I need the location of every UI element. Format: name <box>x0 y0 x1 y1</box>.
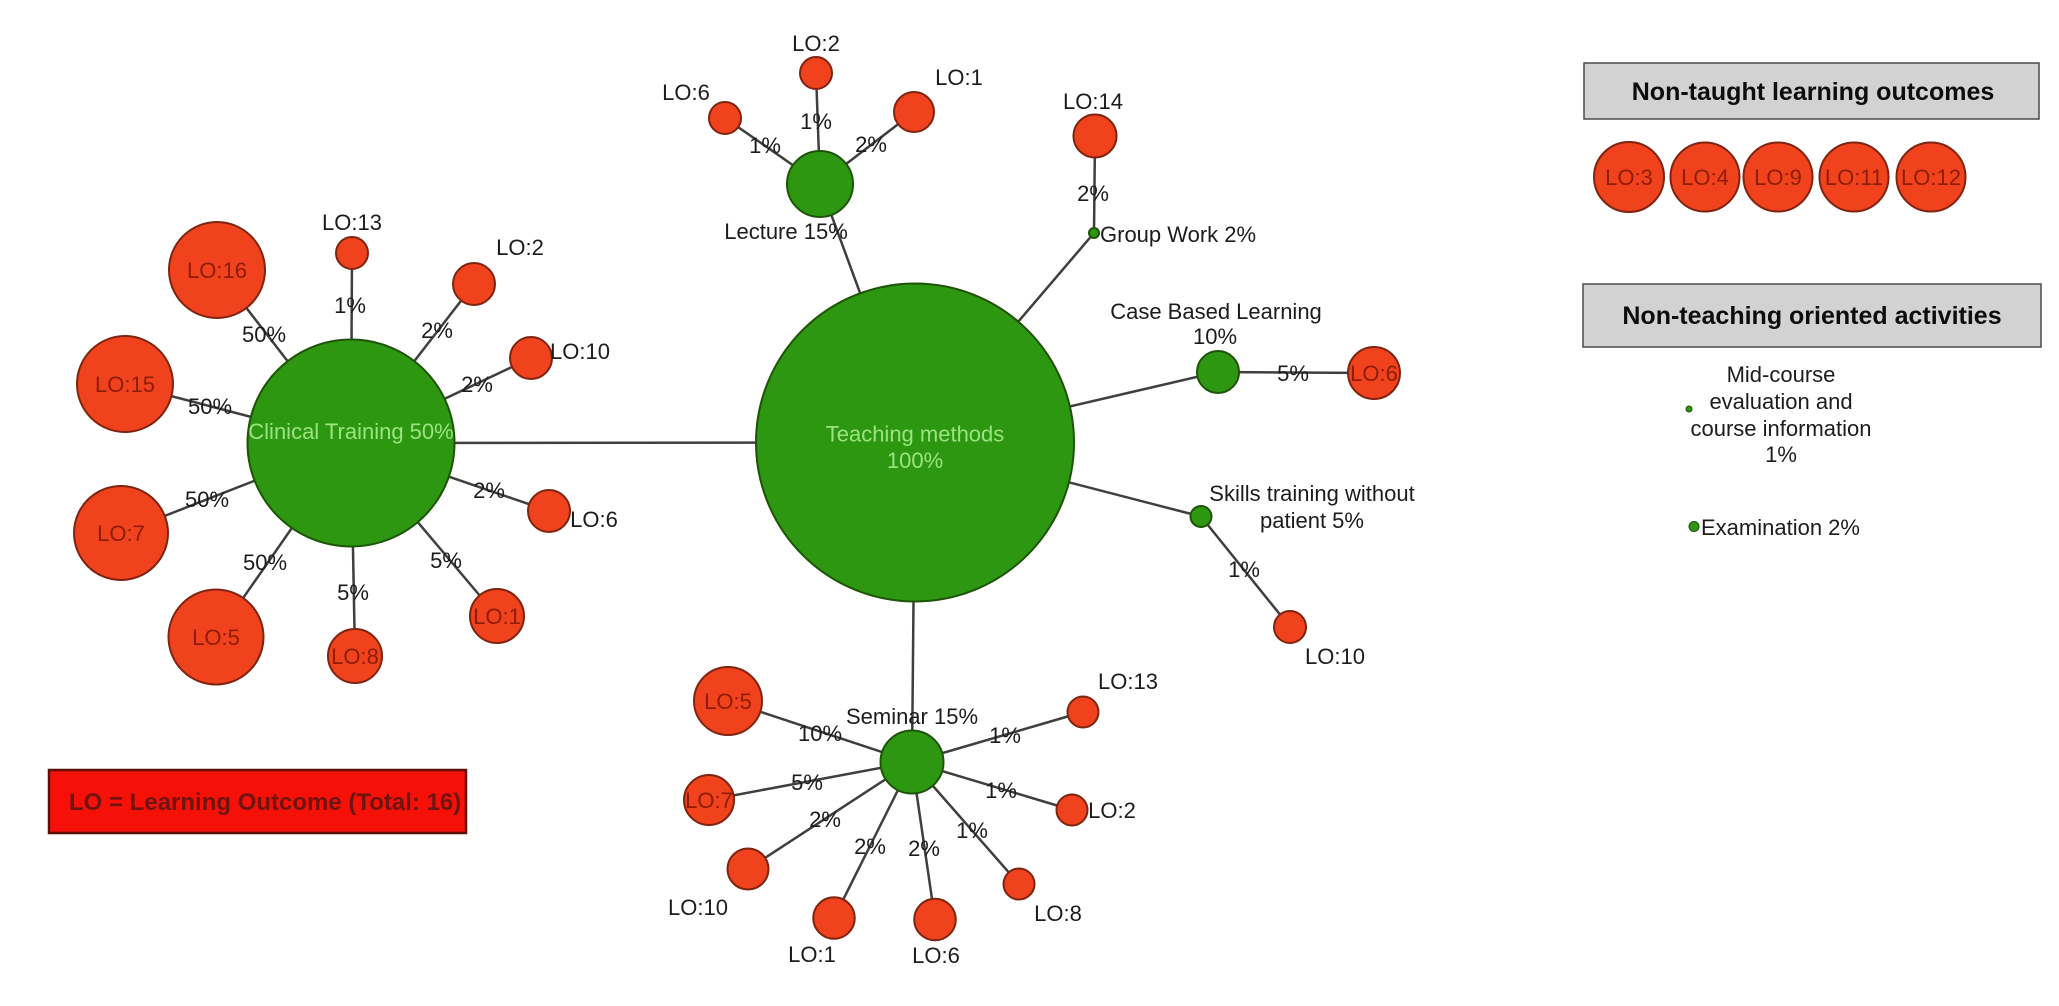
svg-text:LO:10: LO:10 <box>550 339 610 364</box>
svg-text:Non-teaching oriented activiti: Non-teaching oriented activities <box>1622 302 2001 330</box>
svg-text:1%: 1% <box>749 133 781 158</box>
svg-text:Group Work 2%: Group Work 2% <box>1100 222 1256 247</box>
svg-text:LO:13: LO:13 <box>1098 669 1158 694</box>
svg-text:Skills training without: Skills training without <box>1209 481 1414 506</box>
svg-text:5%: 5% <box>1277 361 1309 386</box>
svg-text:LO:10: LO:10 <box>1305 644 1365 669</box>
svg-text:patient 5%: patient 5% <box>1260 508 1364 533</box>
svg-text:2%: 2% <box>461 372 493 397</box>
svg-text:LO:14: LO:14 <box>1063 89 1123 114</box>
svg-text:50%: 50% <box>243 550 287 575</box>
svg-text:1%: 1% <box>1228 557 1260 582</box>
svg-text:evaluation and: evaluation and <box>1709 389 1852 414</box>
svg-text:5%: 5% <box>430 548 462 573</box>
svg-text:LO:13: LO:13 <box>322 210 382 235</box>
svg-text:LO:9: LO:9 <box>1754 165 1802 190</box>
svg-text:50%: 50% <box>185 487 229 512</box>
svg-text:LO:1: LO:1 <box>935 65 983 90</box>
svg-text:LO:6: LO:6 <box>570 507 618 532</box>
svg-text:LO:4: LO:4 <box>1681 165 1729 190</box>
svg-text:LO:3: LO:3 <box>1605 165 1653 190</box>
svg-text:LO:10: LO:10 <box>668 895 728 920</box>
svg-text:LO:7: LO:7 <box>97 521 145 546</box>
svg-text:50%: 50% <box>188 394 232 419</box>
svg-text:5%: 5% <box>337 580 369 605</box>
svg-text:2%: 2% <box>854 834 886 859</box>
svg-text:LO:2: LO:2 <box>1088 798 1136 823</box>
svg-text:LO:8: LO:8 <box>331 644 379 669</box>
svg-text:Seminar 15%: Seminar 15% <box>846 704 978 729</box>
svg-text:LO:12: LO:12 <box>1901 165 1961 190</box>
svg-text:1%: 1% <box>334 293 366 318</box>
svg-text:Clinical Training 50%: Clinical Training 50% <box>248 419 453 444</box>
svg-text:Non-taught learning outcomes: Non-taught learning outcomes <box>1632 78 1995 106</box>
svg-text:2%: 2% <box>1077 181 1109 206</box>
svg-text:LO:8: LO:8 <box>1034 901 1082 926</box>
svg-text:LO:2: LO:2 <box>792 31 840 56</box>
svg-text:Lecture 15%: Lecture 15% <box>724 219 848 244</box>
svg-text:Teaching methods: Teaching methods <box>826 422 1005 447</box>
svg-text:LO = Learning Outcome (Total:: LO = Learning Outcome (Total: 16) <box>69 789 461 816</box>
svg-text:LO:1: LO:1 <box>473 604 521 629</box>
svg-text:1%: 1% <box>989 723 1021 748</box>
svg-text:1%: 1% <box>1765 442 1797 467</box>
svg-text:LO:15: LO:15 <box>95 372 155 397</box>
svg-text:2%: 2% <box>473 478 505 503</box>
svg-text:100%: 100% <box>887 448 943 473</box>
svg-text:LO:5: LO:5 <box>192 625 240 650</box>
svg-text:2%: 2% <box>855 132 887 157</box>
svg-text:LO:6: LO:6 <box>662 80 710 105</box>
svg-text:course information: course information <box>1691 416 1872 441</box>
svg-text:LO:6: LO:6 <box>912 943 960 968</box>
svg-text:LO:6: LO:6 <box>1350 361 1398 386</box>
svg-text:5%: 5% <box>791 770 823 795</box>
svg-text:Mid-course: Mid-course <box>1727 362 1836 387</box>
svg-text:2%: 2% <box>809 807 841 832</box>
svg-text:LO:5: LO:5 <box>704 689 752 714</box>
svg-text:LO:7: LO:7 <box>685 788 733 813</box>
svg-text:LO:11: LO:11 <box>1825 165 1883 190</box>
svg-text:Examination 2%: Examination 2% <box>1701 515 1860 540</box>
svg-text:LO:2: LO:2 <box>496 235 544 260</box>
svg-text:2%: 2% <box>421 318 453 343</box>
svg-text:Case Based Learning: Case Based Learning <box>1110 299 1322 324</box>
svg-text:LO:16: LO:16 <box>187 258 247 283</box>
svg-text:1%: 1% <box>956 818 988 843</box>
svg-text:1%: 1% <box>800 109 832 134</box>
svg-text:LO:1: LO:1 <box>788 942 836 967</box>
svg-text:50%: 50% <box>242 322 286 347</box>
svg-text:2%: 2% <box>908 836 940 861</box>
svg-text:1%: 1% <box>985 778 1017 803</box>
svg-text:10%: 10% <box>1193 324 1237 349</box>
svg-text:10%: 10% <box>798 721 842 746</box>
